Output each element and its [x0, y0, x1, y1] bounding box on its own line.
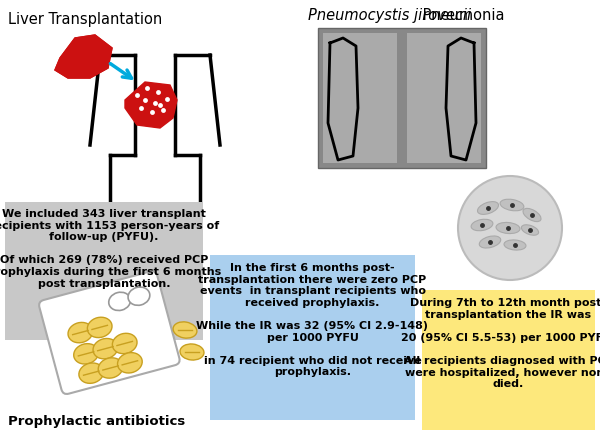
- Ellipse shape: [173, 322, 197, 338]
- Polygon shape: [125, 82, 177, 128]
- Ellipse shape: [471, 219, 493, 231]
- Ellipse shape: [98, 358, 123, 378]
- Ellipse shape: [478, 201, 499, 215]
- Ellipse shape: [79, 363, 104, 383]
- Ellipse shape: [128, 287, 150, 305]
- Polygon shape: [55, 35, 112, 78]
- Ellipse shape: [479, 236, 501, 248]
- Ellipse shape: [504, 240, 526, 250]
- Ellipse shape: [500, 199, 524, 211]
- Text: In the first 6 months post-
transplantation there were zero PCP
events  in trans: In the first 6 months post- transplantat…: [197, 263, 428, 378]
- Ellipse shape: [118, 353, 142, 373]
- Ellipse shape: [109, 292, 130, 311]
- Text: Pneumonia: Pneumonia: [418, 8, 505, 23]
- FancyBboxPatch shape: [318, 28, 486, 168]
- Text: We included 343 liver transplant
recipients with 1153 person-years of
follow-up : We included 343 liver transplant recipie…: [0, 209, 221, 288]
- Ellipse shape: [112, 333, 137, 354]
- FancyBboxPatch shape: [422, 290, 595, 430]
- Circle shape: [458, 176, 562, 280]
- Ellipse shape: [68, 323, 93, 343]
- Ellipse shape: [521, 225, 539, 235]
- Ellipse shape: [523, 208, 541, 222]
- Text: During 7th to 12th month post-
transplantation the IR was

20 (95% CI 5.5-53) pe: During 7th to 12th month post- transplan…: [401, 298, 600, 389]
- Text: Pneumocystis jirovecii: Pneumocystis jirovecii: [308, 8, 471, 23]
- Ellipse shape: [93, 339, 118, 359]
- Ellipse shape: [88, 317, 112, 338]
- FancyBboxPatch shape: [5, 202, 203, 340]
- FancyBboxPatch shape: [210, 255, 415, 420]
- FancyBboxPatch shape: [39, 271, 179, 394]
- FancyBboxPatch shape: [407, 33, 481, 163]
- Ellipse shape: [180, 344, 204, 360]
- Ellipse shape: [74, 343, 98, 364]
- Text: Liver Transplantation: Liver Transplantation: [8, 12, 162, 27]
- FancyBboxPatch shape: [323, 33, 397, 163]
- Text: Prophylactic antibiotics: Prophylactic antibiotics: [8, 415, 185, 428]
- Polygon shape: [55, 35, 112, 78]
- Ellipse shape: [496, 222, 520, 234]
